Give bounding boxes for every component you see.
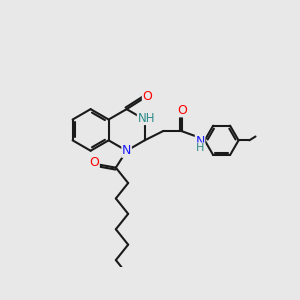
Text: O: O	[142, 90, 152, 103]
Text: N: N	[195, 135, 205, 148]
Text: N: N	[122, 144, 131, 157]
Text: H: H	[196, 143, 204, 153]
Text: O: O	[89, 156, 99, 169]
Text: O: O	[177, 104, 187, 117]
Text: NH: NH	[137, 112, 155, 124]
